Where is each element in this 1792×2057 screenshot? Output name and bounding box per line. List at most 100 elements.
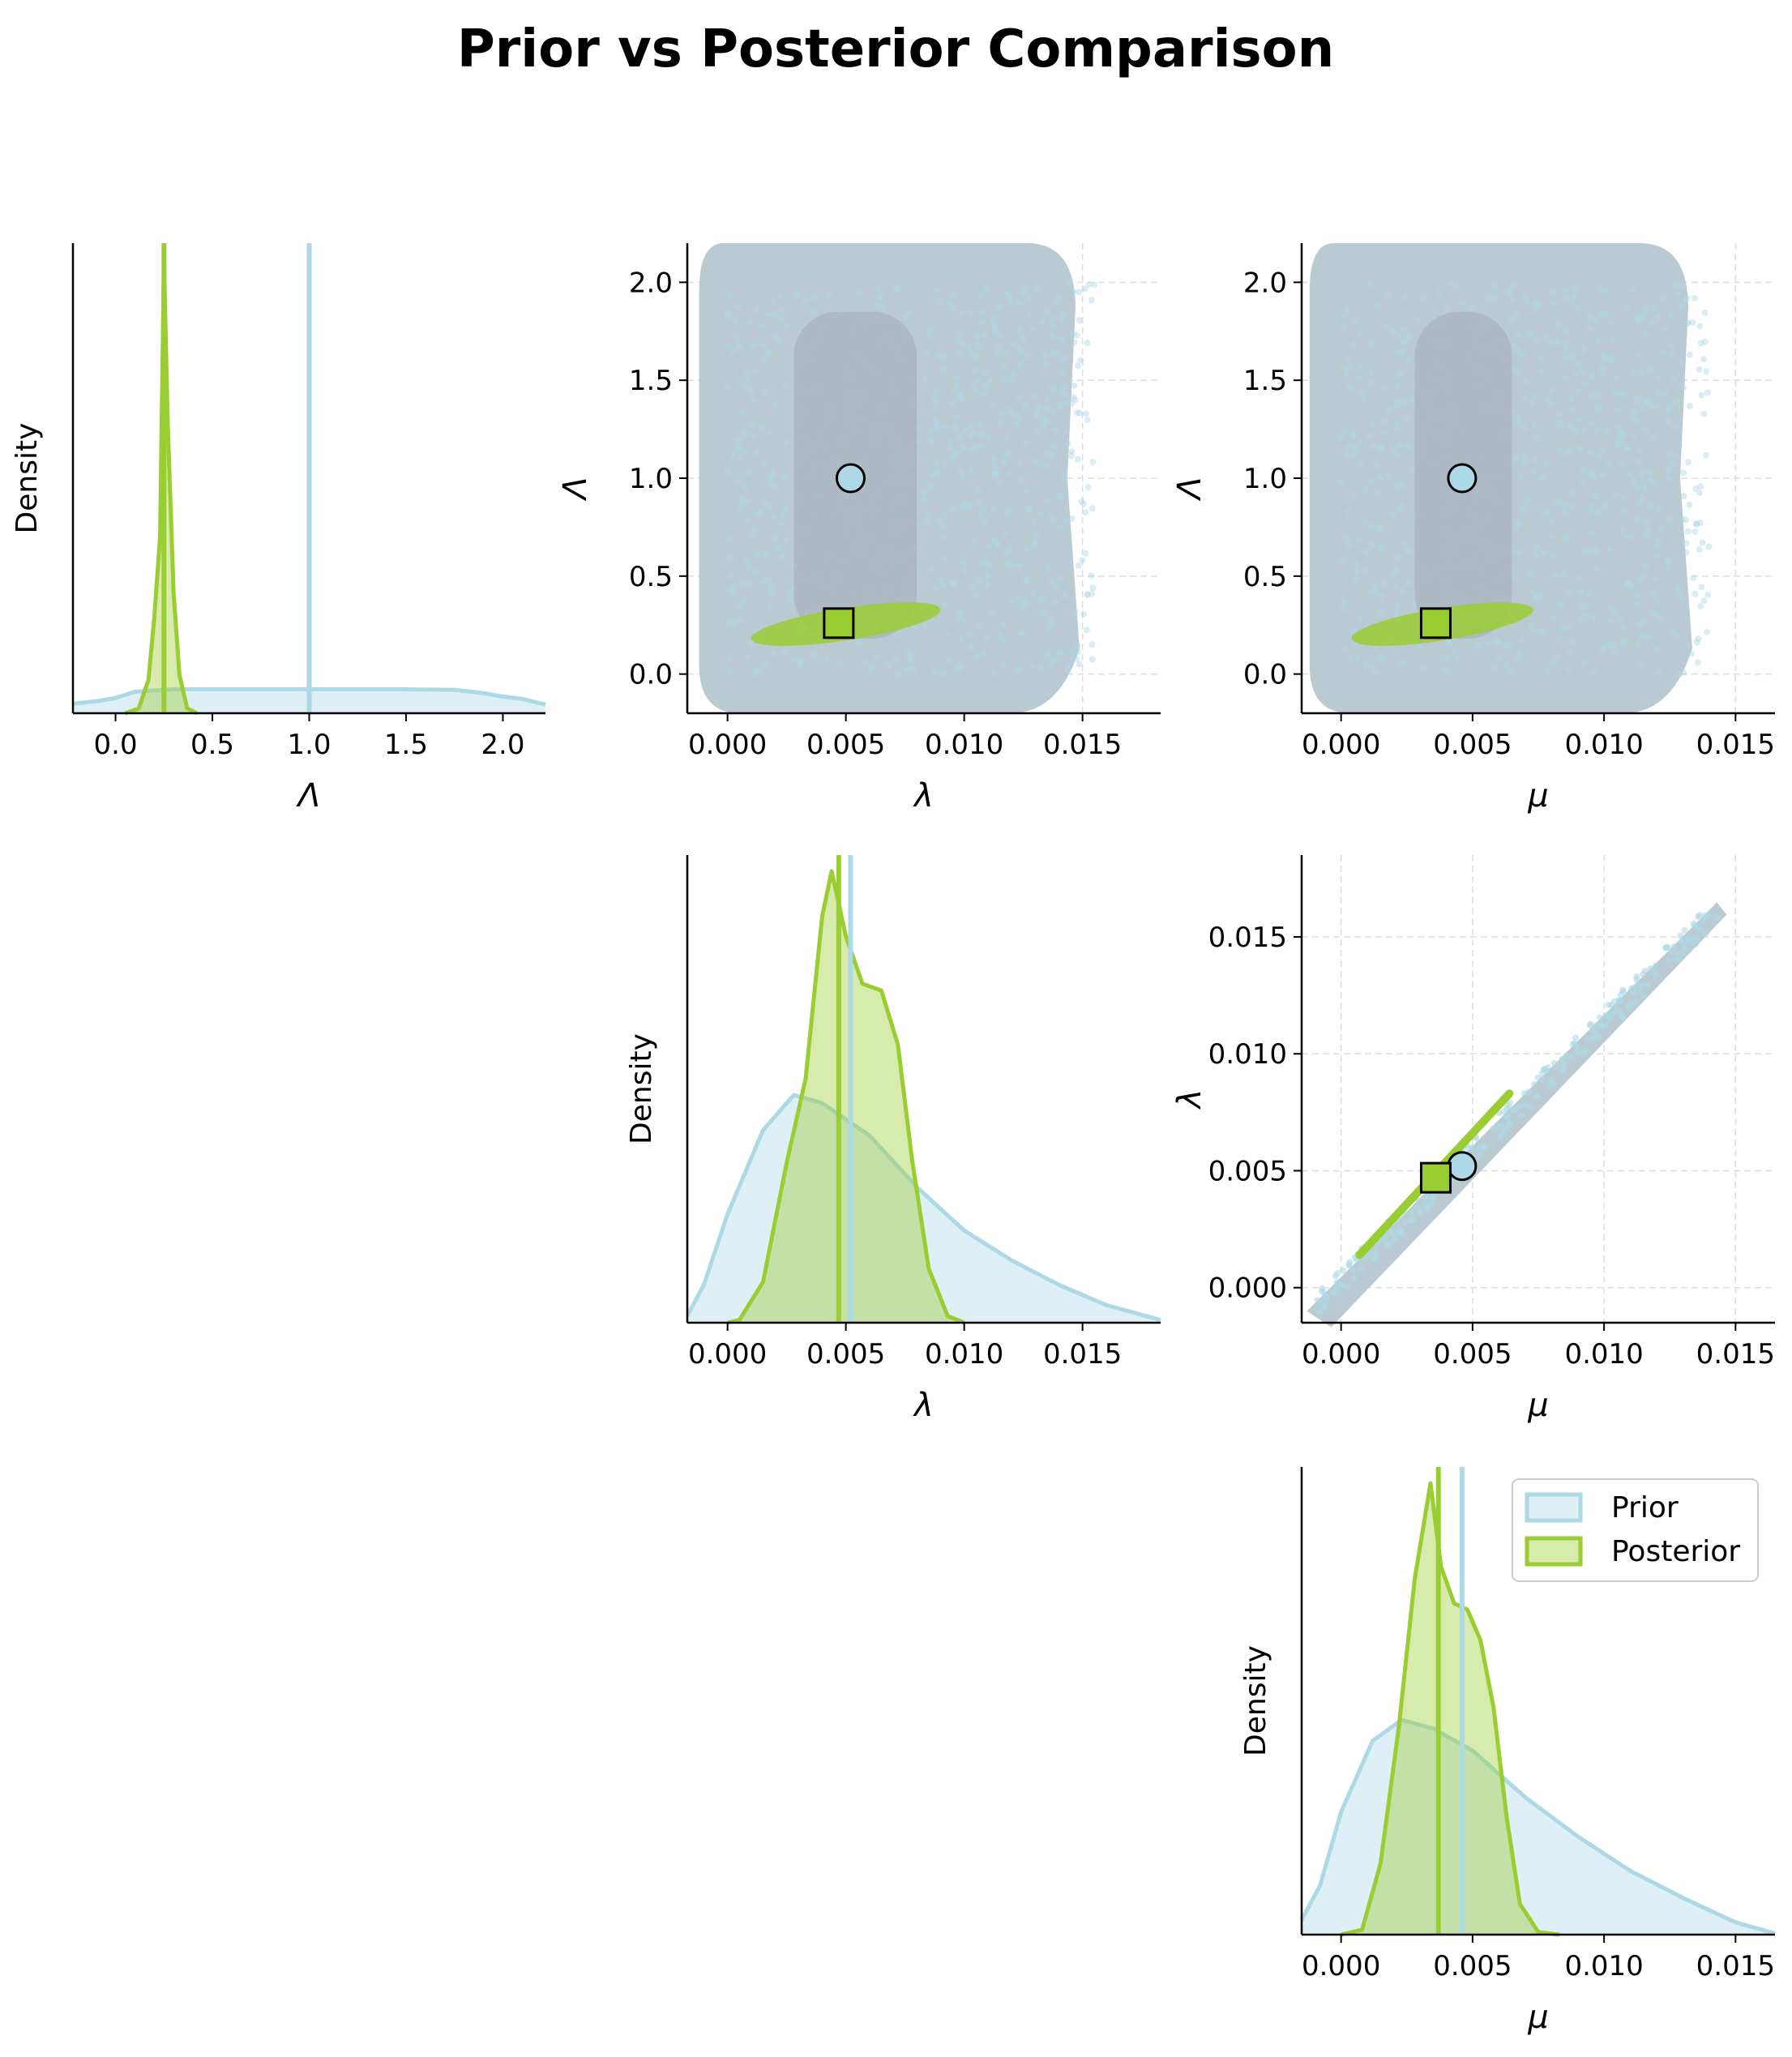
prior-sample-point	[1494, 1123, 1501, 1131]
prior-sample-point	[1542, 460, 1550, 467]
prior-sample-point	[1684, 319, 1691, 327]
prior-sample-point	[1384, 472, 1392, 479]
prior-sample-point	[1343, 534, 1350, 541]
prior-sample-point	[1674, 631, 1682, 639]
prior-sample-point	[1638, 495, 1645, 502]
prior-sample-point	[936, 353, 943, 360]
prior-sample-point	[943, 631, 951, 639]
prior-sample-point	[1567, 406, 1575, 413]
prior-density-line	[685, 1093, 1161, 1323]
prior-sample-point	[1050, 408, 1058, 416]
prior-sample-point	[1349, 433, 1357, 440]
prior-sample-point	[1354, 374, 1362, 382]
y-tick-label: 0.0	[1243, 659, 1287, 691]
prior-sample-point	[1608, 604, 1615, 611]
posterior-point-marker	[823, 607, 855, 639]
prior-sample-point	[1490, 282, 1498, 289]
prior-sample-point	[792, 291, 799, 298]
prior-sample-point	[969, 379, 977, 387]
prior-sample-point	[1516, 520, 1523, 527]
prior-sample-point	[1643, 303, 1650, 310]
prior-sample-point	[953, 382, 960, 389]
prior-sample-point	[1679, 939, 1686, 946]
prior-sample-point	[1577, 615, 1585, 622]
prior-sample-point	[769, 514, 776, 521]
prior-sample-point	[756, 509, 763, 516]
prior-sample-point	[1676, 588, 1683, 596]
prior-sample-point	[1566, 589, 1573, 597]
prior-sample-point	[1041, 352, 1049, 359]
prior-sample-point	[1046, 615, 1054, 622]
prior-sample-point	[983, 580, 990, 588]
prior-sample-point	[1394, 452, 1401, 460]
prior-sample-point	[1050, 322, 1058, 329]
prior-sample-point	[768, 591, 776, 598]
prior-sample-point	[995, 350, 1003, 357]
prior-sample-point	[754, 449, 761, 456]
prior-sample-point	[1643, 426, 1650, 433]
prior-sample-point	[1684, 937, 1691, 944]
prior-sample-point	[866, 665, 874, 673]
prior-sample-point	[1043, 404, 1050, 412]
x-tick-label: 0.000	[1302, 1338, 1380, 1371]
prior-sample-point	[947, 444, 954, 451]
prior-sample-point	[1635, 317, 1642, 324]
prior-sample-point	[1649, 320, 1656, 327]
prior-sample-point	[1611, 650, 1619, 657]
prior-sample-point	[1563, 1052, 1570, 1059]
prior-sample-point	[726, 554, 733, 562]
prior-sample-point	[1555, 411, 1562, 418]
prior-sample-point	[1686, 351, 1693, 358]
prior-sample-point	[1674, 584, 1681, 592]
prior-sample-point	[985, 543, 992, 550]
prior-sample-point	[922, 376, 929, 383]
prior-sample-point	[956, 433, 964, 440]
prior-sample-point	[1043, 653, 1050, 661]
prior-sample-point	[986, 377, 994, 384]
prior-sample-point	[1393, 399, 1401, 406]
prior-sample-point	[1371, 1255, 1378, 1262]
prior-sample-point	[1001, 375, 1008, 383]
prior-sample-point	[990, 537, 998, 545]
prior-sample-point	[1352, 575, 1359, 582]
prior-sample-point	[1568, 503, 1576, 511]
prior-sample-point	[738, 496, 746, 503]
prior-sample-point	[746, 563, 753, 571]
prior-sample-point	[1654, 374, 1662, 381]
prior-sample-point	[956, 468, 964, 476]
prior-sample-point	[1390, 510, 1397, 517]
prior-sample-point	[1683, 549, 1690, 556]
prior-sample-point	[934, 422, 941, 430]
prior-sample-point	[1696, 490, 1703, 497]
prior-sample-point	[1049, 349, 1056, 357]
prior-sample-point	[1586, 449, 1593, 456]
prior-sample-point	[943, 424, 950, 431]
prior-sample-point	[1636, 394, 1643, 401]
prior-sample-point	[1653, 645, 1660, 652]
prior-sample-point	[875, 284, 882, 292]
prior-sample-point	[1059, 336, 1066, 343]
prior-sample-point	[1598, 370, 1606, 378]
prior-sample-point	[1514, 417, 1521, 425]
prior-sample-point	[1009, 371, 1016, 378]
y-tick-label: 1.0	[629, 463, 673, 495]
prior-sample-point	[724, 466, 731, 473]
y-tick-label: 0.5	[1243, 561, 1287, 593]
prior-sample-point	[771, 534, 778, 541]
prior-sample-point	[1371, 644, 1379, 652]
prior-sample-point	[929, 438, 936, 445]
prior-sample-point	[1507, 1099, 1514, 1106]
prior-sample-point	[1000, 363, 1007, 370]
prior-sample-point	[938, 575, 945, 583]
prior-sample-point	[962, 567, 969, 575]
prior-sample-point	[781, 438, 789, 445]
prior-sample-point	[1365, 431, 1372, 438]
prior-sample-point	[1626, 1002, 1633, 1009]
prior-sample-point	[1398, 399, 1405, 406]
prior-sample-point	[877, 293, 884, 301]
prior-sample-point	[892, 284, 900, 292]
prior-sample-point	[768, 584, 775, 591]
prior-sample-point	[1050, 620, 1057, 627]
prior-sample-point	[1664, 558, 1671, 566]
prior-sample-point	[997, 303, 1004, 310]
